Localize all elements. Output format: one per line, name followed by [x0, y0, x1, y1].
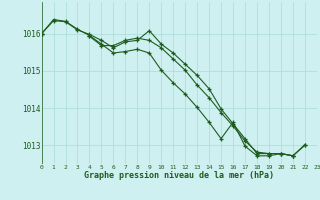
X-axis label: Graphe pression niveau de la mer (hPa): Graphe pression niveau de la mer (hPa) — [84, 171, 274, 180]
